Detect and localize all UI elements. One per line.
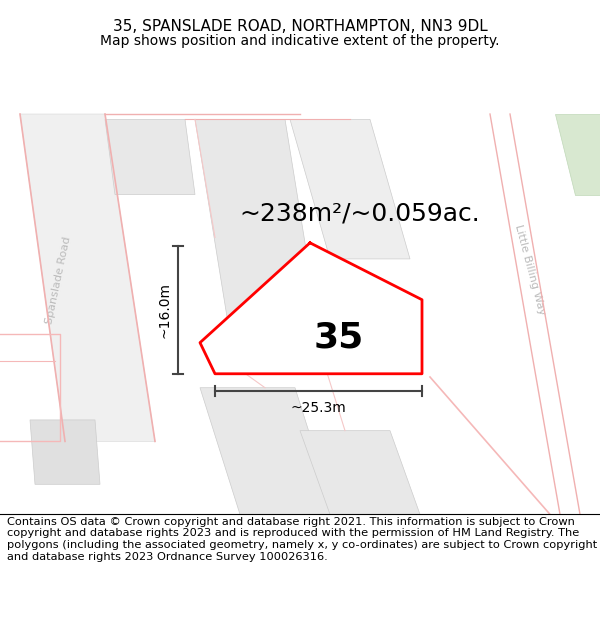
Polygon shape (555, 114, 600, 194)
Polygon shape (290, 119, 410, 259)
Text: Contains OS data © Crown copyright and database right 2021. This information is : Contains OS data © Crown copyright and d… (7, 517, 598, 562)
Polygon shape (20, 114, 155, 441)
Text: 35: 35 (314, 320, 364, 354)
Polygon shape (300, 431, 420, 514)
Polygon shape (195, 119, 325, 366)
Text: ~25.3m: ~25.3m (290, 401, 346, 415)
Text: Spanslade Road: Spanslade Road (44, 236, 72, 325)
Polygon shape (105, 119, 195, 194)
Text: Map shows position and indicative extent of the property.: Map shows position and indicative extent… (100, 34, 500, 48)
Text: ~16.0m: ~16.0m (157, 282, 171, 338)
Polygon shape (200, 388, 335, 514)
Text: Little Billing Way: Little Billing Way (513, 223, 547, 316)
Text: 35, SPANSLADE ROAD, NORTHAMPTON, NN3 9DL: 35, SPANSLADE ROAD, NORTHAMPTON, NN3 9DL (113, 19, 487, 34)
Polygon shape (200, 243, 422, 374)
Text: ~238m²/~0.059ac.: ~238m²/~0.059ac. (239, 202, 481, 226)
Polygon shape (30, 420, 100, 484)
